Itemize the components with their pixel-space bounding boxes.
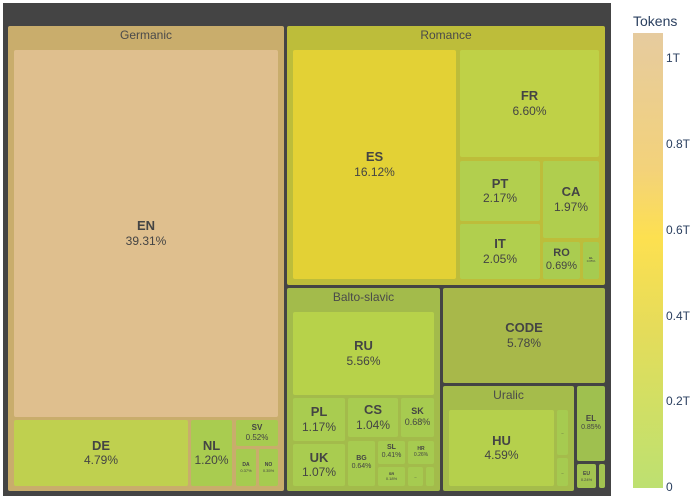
tile-label: – (414, 474, 417, 479)
tile-sr[interactable]: SR 0.18% (378, 467, 405, 486)
colorbar-tick: 0.8T (666, 137, 691, 151)
tile-percent: 0.18% (385, 476, 398, 482)
tile-label: ES (365, 149, 384, 165)
tile-percent: 1.20% (194, 453, 229, 468)
tile-uralic-small-2[interactable]: – (557, 458, 568, 486)
tile-percent: 4.79% (83, 453, 119, 468)
tile-sk[interactable]: SK 0.68% (401, 398, 434, 437)
tile-label: DE (91, 437, 111, 453)
tile-percent: 2.05% (482, 251, 518, 266)
tile-el[interactable]: EL 0.85% (577, 386, 605, 461)
group-title: Germanic (119, 28, 172, 42)
tile-label: BG (356, 454, 367, 462)
colorbar-tick: 0.2T (666, 394, 691, 408)
tile-gl[interactable]: GL 0.05% (583, 242, 599, 279)
tile-ro[interactable]: RO 0.69% (543, 242, 580, 279)
tile-label: UK (309, 449, 329, 465)
tile-label: CODE (505, 320, 543, 336)
tile-fr[interactable]: FR 6.60% (460, 50, 599, 157)
tile-balto-small-1[interactable]: – (408, 467, 423, 486)
tile-percent: 6.60% (512, 103, 547, 118)
colorbar-tick: 0 (666, 480, 673, 494)
tile-percent: 39.31% (125, 233, 167, 248)
tile-en[interactable]: EN 39.31% (14, 50, 278, 417)
tile-label: HR (417, 446, 425, 453)
tile-label: SL (387, 443, 396, 451)
tile-percent: 2.17% (482, 191, 518, 206)
tile-label: NO (264, 462, 273, 468)
tile-percent: 1.04% (355, 417, 391, 432)
tile-percent: 1.97% (553, 199, 589, 214)
tile-percent: 1.17% (301, 419, 337, 434)
tile-uk[interactable]: UK 1.07% (293, 444, 345, 486)
tile-nl[interactable]: NL 1.20% (191, 420, 232, 486)
colorbar-tick: 0.6T (666, 223, 691, 237)
colorbar (633, 33, 663, 488)
tile-label: EU (583, 470, 590, 477)
tile-percent: 5.78% (506, 335, 542, 350)
tile-percent: 0.24% (580, 476, 593, 482)
tile-hr[interactable]: HR 0.26% (408, 441, 434, 464)
tile-ca[interactable]: CA 1.97% (543, 161, 599, 238)
tile-balto-small-2[interactable] (426, 467, 434, 486)
tile-percent: 16.12% (354, 164, 395, 179)
tile-label: – (561, 430, 564, 435)
tile-label: NL (202, 437, 221, 453)
tile-hu[interactable]: HU 4.59% (449, 410, 554, 486)
tile-label: GL (588, 255, 594, 260)
tile-label: SV (251, 423, 263, 433)
tile-percent: 0.85% (581, 423, 601, 431)
tile-percent: 0.64% (351, 463, 372, 471)
tile-percent: 0.52% (245, 432, 269, 442)
tile-label: SK (411, 406, 424, 417)
tile-eu[interactable]: EU 0.24% (577, 464, 596, 488)
tile-pl[interactable]: PL 1.17% (293, 398, 345, 441)
colorbar-tick: 1T (666, 51, 681, 65)
tile-percent: 0.35% (262, 468, 275, 473)
tile-label: RO (553, 247, 570, 260)
tile-percent: 0.41% (381, 452, 402, 460)
tile-percent: 0.37% (240, 468, 252, 473)
tile-da[interactable]: DA 0.37% (236, 449, 256, 486)
colorbar-title: Tokens (633, 13, 678, 29)
tile-label: CS (363, 402, 383, 418)
tile-label: CA (561, 184, 581, 200)
tile-small-tail[interactable] (599, 464, 605, 488)
tile-ru[interactable]: RU 5.56% (293, 312, 434, 395)
tile-label: DA (242, 462, 250, 468)
tile-it[interactable]: IT 2.05% (460, 224, 540, 279)
tile-percent: 4.59% (484, 448, 519, 463)
tile-label: – (561, 469, 564, 475)
colorbar-tick: 0.4T (666, 309, 691, 323)
tile-cs[interactable]: CS 1.04% (348, 398, 398, 437)
tile-percent: 0.69% (545, 260, 578, 273)
tile-label: EL (585, 414, 597, 424)
tile-percent: 1.07% (301, 465, 337, 480)
tile-uralic-small-1[interactable]: – (557, 410, 568, 455)
tile-code[interactable]: CODE 5.78% (443, 288, 605, 383)
tile-percent: 5.56% (346, 353, 381, 368)
tile-es[interactable]: ES 16.12% (293, 50, 456, 279)
group-title: Uralic (493, 388, 524, 402)
tile-percent: 0.26% (413, 452, 429, 459)
tile-label: PL (310, 404, 328, 420)
tile-label: PT (491, 175, 509, 191)
tile-label: SR (388, 470, 395, 476)
tile-label: FR (520, 88, 539, 104)
tile-bg[interactable]: BG 0.64% (348, 441, 375, 486)
group-title: Romance (420, 28, 472, 42)
group-title: Balto-slavic (332, 290, 395, 304)
tile-sv[interactable]: SV 0.52% (236, 420, 278, 446)
tile-label: RU (354, 338, 373, 354)
tile-label: HU (492, 432, 511, 448)
tile-de[interactable]: DE 4.79% (14, 420, 188, 486)
tile-percent: 0.68% (404, 417, 431, 428)
tile-label: IT (494, 236, 506, 252)
tile-pt[interactable]: PT 2.17% (460, 161, 540, 221)
tile-no[interactable]: NO 0.35% (259, 449, 278, 486)
tile-label: EN (136, 218, 156, 234)
tile-percent: 0.05% (586, 259, 596, 264)
tile-sl[interactable]: SL 0.41% (378, 441, 405, 464)
